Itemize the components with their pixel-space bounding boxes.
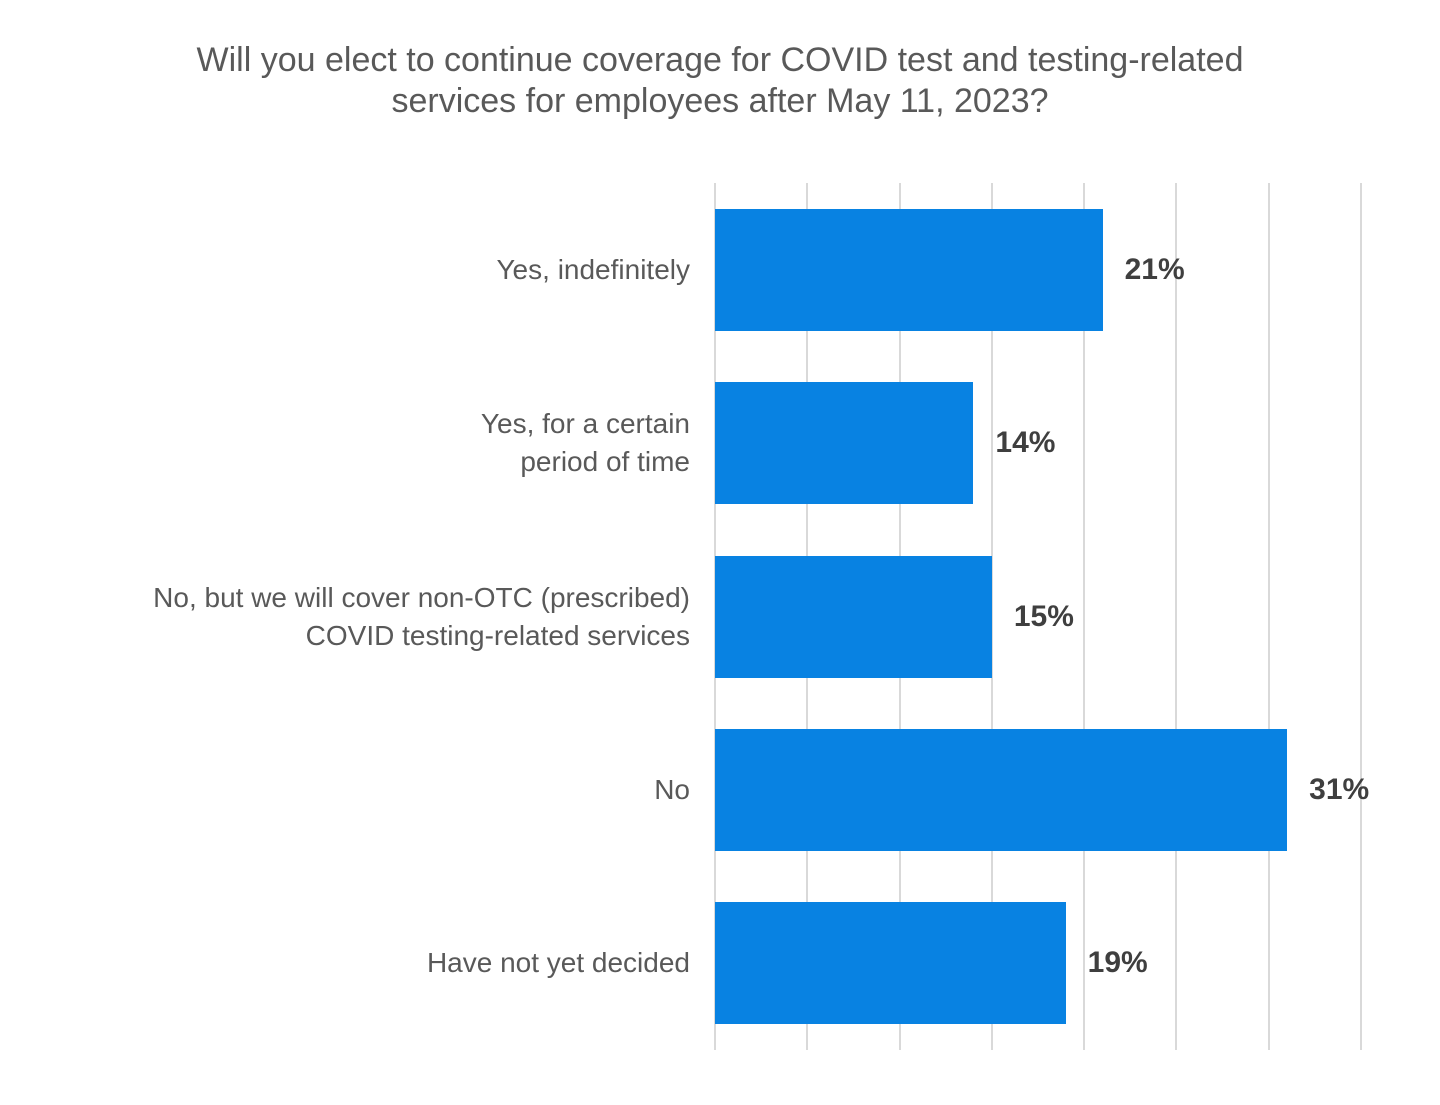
category-label: Yes, for a certain period of time [480,408,690,478]
chart-row: No, but we will cover non-OTC (prescribe… [0,530,1440,703]
gridline [1360,183,1362,1050]
bar [715,382,974,505]
value-label: 15% [1013,599,1074,633]
chart-title: Will you elect to continue coverage for … [196,41,1244,120]
bar [715,208,1103,331]
value-label: 19% [1087,946,1148,980]
category-label: No [654,773,690,805]
bar-track: 31% [715,728,1369,851]
chart-row: Yes, indefinitely 21% [0,183,1440,356]
gridline [1083,183,1086,1050]
bar [715,902,1066,1025]
gridline [1175,183,1178,1050]
chart-row: Yes, for a certain period of time 14% [0,356,1440,529]
value-label: 21% [1124,252,1185,286]
bar-track: 19% [715,902,1361,1025]
chart-row: Have not yet decided 19% [0,877,1440,1050]
chart-rows: Yes, indefinitely 21% Yes, for a certain p… [0,183,1440,1050]
chart-row: No 31% [0,703,1440,876]
bar [715,728,1288,851]
value-label: 31% [1309,772,1370,806]
category-label: Yes, indefinitely [496,253,690,285]
bar-chart: Yes, indefinitely 21% Yes, for a certain p… [0,183,1440,1050]
category-label: No, but we will cover non-OTC (prescribe… [153,581,690,651]
bar-track: 21% [715,208,1361,331]
gridline [1267,183,1270,1050]
bar-track: 15% [715,555,1361,678]
bar [715,555,992,678]
category-label: Have not yet decided [426,947,690,979]
value-label: 14% [995,426,1056,460]
gridline [990,183,993,1050]
bar-track: 14% [715,382,1361,505]
